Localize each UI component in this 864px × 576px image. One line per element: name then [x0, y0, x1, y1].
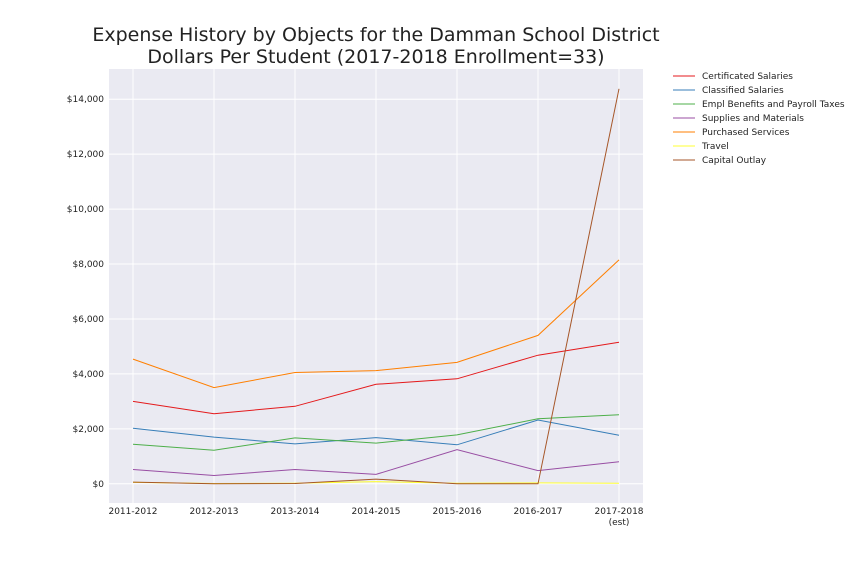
y-tick-label: $12,000 — [67, 150, 104, 160]
y-tick-label: $6,000 — [73, 315, 105, 325]
x-tick-label: 2015-2016 — [432, 507, 481, 517]
series-lines — [132, 88, 620, 485]
series-line — [132, 414, 620, 451]
legend-label: Classified Salaries — [702, 86, 784, 96]
x-tick-label: 2012-2013 — [189, 507, 238, 517]
legend-label: Capital Outlay — [702, 156, 767, 166]
legend-label: Travel — [701, 142, 729, 152]
y-tick-label: $4,000 — [73, 370, 105, 380]
x-tick-label: 2013-2014 — [270, 507, 319, 517]
legend-label: Certificated Salaries — [702, 72, 793, 82]
legend-label: Supplies and Materials — [702, 114, 804, 124]
chart-title-line-1: Expense History by Objects for the Damma… — [92, 24, 659, 46]
x-tick-label: 2016-2017 — [513, 507, 562, 517]
series-line — [132, 259, 620, 389]
legend: Certificated Salaries Classified Salaries… — [673, 72, 845, 166]
y-tick-label: $0 — [93, 480, 105, 490]
y-tick-label: $8,000 — [73, 260, 105, 270]
x-tick-sublabel: (est) — [609, 518, 630, 528]
series-line — [132, 341, 620, 415]
x-tick-label: 2011-2012 — [108, 507, 157, 517]
y-tick-label: $10,000 — [67, 205, 104, 215]
series-line — [132, 449, 620, 477]
series-line — [132, 419, 620, 446]
x-tick-label: 2014-2015 — [351, 507, 400, 517]
gridlines — [109, 69, 643, 503]
x-tick-label: 2017-2018 — [594, 507, 643, 517]
y-tick-label: $14,000 — [67, 95, 104, 105]
legend-label: Purchased Services — [702, 128, 790, 138]
chart-title-line-2: Dollars Per Student (2017-2018 Enrollmen… — [147, 46, 604, 68]
series-line — [132, 88, 620, 485]
x-axis-ticks: 2011-2012 2012-2013 2013-2014 2014-2015 2015… — [108, 507, 643, 528]
legend-label: Empl Benefits and Payroll Taxes — [702, 100, 845, 110]
y-axis-ticks: $0 $2,000 $4,000 $6,000 $8,000 $10,000 $12,000… — [67, 95, 104, 490]
y-tick-label: $2,000 — [73, 425, 105, 435]
